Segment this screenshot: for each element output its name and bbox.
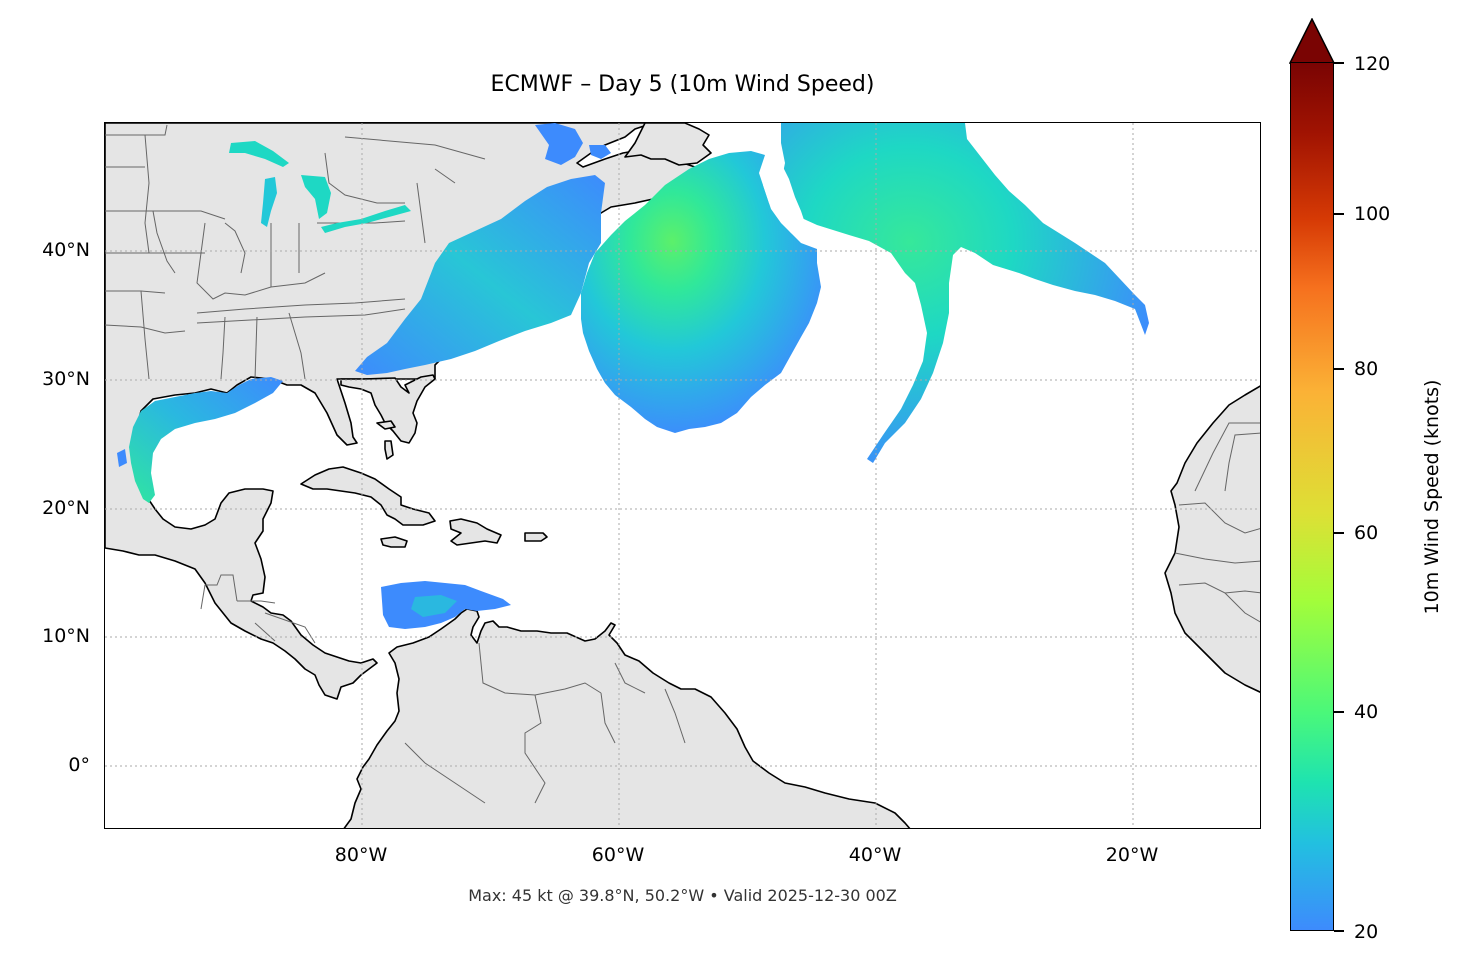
puerto-rico-land — [524, 532, 548, 542]
wind-lake-erie-ontario — [321, 205, 411, 233]
hispaniola-land — [449, 518, 502, 546]
wind-gulf-of-mexico — [129, 377, 283, 503]
cyclone-dry-slot — [763, 163, 815, 247]
colorbar-tick — [1334, 368, 1344, 370]
florida-land — [340, 374, 436, 444]
wind-nova-scotia — [589, 145, 611, 159]
colorbar-tick — [1334, 711, 1344, 713]
colorbar-extend-arrow — [1289, 18, 1335, 64]
colorbar-label-60: 60 — [1354, 522, 1379, 544]
borders-layer — [105, 124, 1260, 804]
x-tick-80w: 80°W — [334, 844, 388, 866]
wind-gulf-of-mexico-w — [117, 449, 127, 467]
colorbar — [1290, 62, 1334, 931]
y-tick-10n: 10°N — [42, 625, 90, 647]
wind-cyclone-east-lobe — [781, 123, 1149, 463]
colorbar-label-40: 40 — [1354, 701, 1379, 723]
map-panel[interactable] — [104, 122, 1261, 829]
wind-lake-michigan — [261, 177, 277, 227]
x-tick-20w: 20°W — [1105, 844, 1159, 866]
wind-gulf-st-lawrence — [535, 123, 583, 165]
colorbar-tick — [1334, 930, 1344, 932]
wind-cyclone-west-lobe — [581, 151, 821, 433]
y-tick-40n: 40°N — [42, 239, 90, 261]
colorbar-label-100: 100 — [1354, 203, 1391, 225]
max-wind-annotation: Max: 45 kt @ 39.8°N, 50.2°W • Valid 2025… — [468, 886, 897, 905]
colorbar-label-20: 20 — [1354, 921, 1379, 943]
wind-us-east-coast — [355, 175, 605, 375]
colorbar-tick — [1334, 213, 1344, 215]
south-america-land — [343, 608, 911, 828]
newfoundland-land — [624, 123, 712, 166]
bahamas-land — [376, 420, 396, 460]
y-tick-20n: 20°N — [42, 497, 90, 519]
y-tick-0: 0° — [68, 754, 90, 776]
map-canvas — [105, 123, 1260, 828]
wind-field-layer — [117, 123, 1149, 629]
x-tick-40w: 40°W — [848, 844, 902, 866]
colorbar-tick — [1334, 532, 1344, 534]
wind-caribbean-core — [411, 595, 457, 617]
colorbar-label-80: 80 — [1354, 358, 1379, 380]
x-tick-60w: 60°W — [591, 844, 645, 866]
colorbar-tick — [1334, 62, 1344, 64]
y-tick-30n: 30°N — [42, 368, 90, 390]
land-layer — [105, 123, 1260, 828]
colorbar-label-120: 120 — [1354, 53, 1391, 75]
cuba-land — [300, 466, 436, 526]
wind-lake-huron — [301, 175, 331, 219]
jamaica-land — [380, 536, 408, 548]
wind-lake-superior — [229, 141, 289, 167]
chart-title: ECMWF – Day 5 (10m Wind Speed) — [490, 72, 875, 97]
africa-land — [1164, 385, 1260, 693]
colorbar-title: 10m Wind Speed (knots) — [1421, 379, 1443, 615]
